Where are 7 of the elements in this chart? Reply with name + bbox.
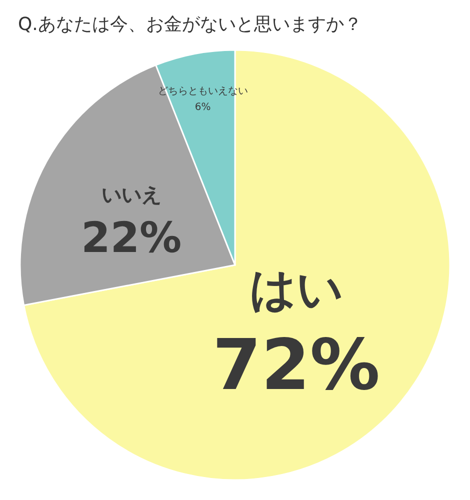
chart-title: Q.あなたは今、お金がないと思いますか？ [18, 14, 362, 35]
pie-slice [23, 49, 451, 481]
slice-label: いいえ [101, 182, 162, 207]
data-label: 6% [194, 102, 211, 114]
data-label: 72% [212, 324, 380, 406]
data-label: 22% [81, 213, 182, 262]
slice-label: はい [249, 262, 344, 316]
